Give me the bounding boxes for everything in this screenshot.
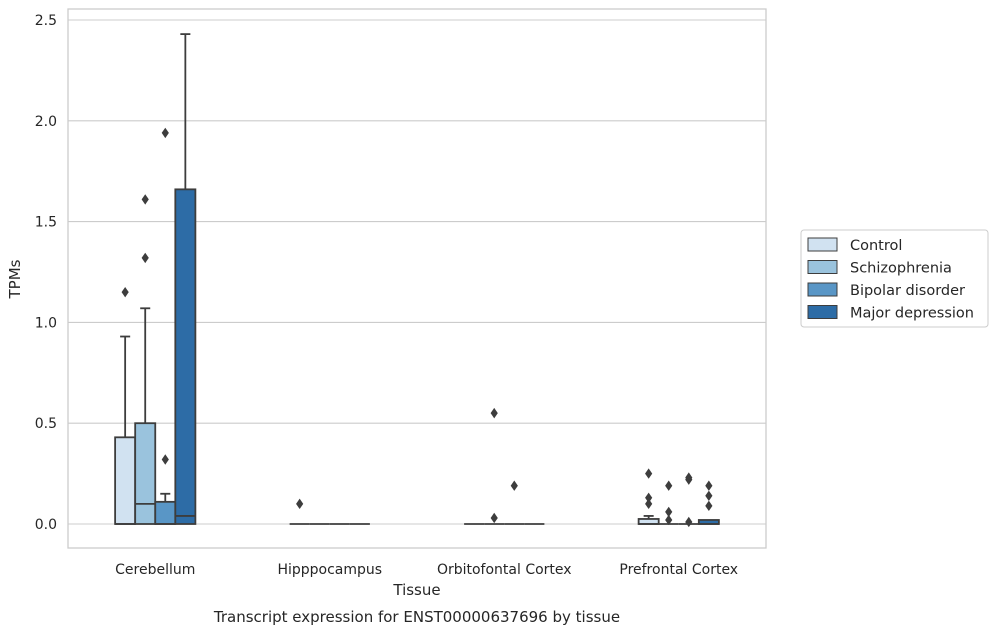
box-3-3 (697, 480, 720, 525)
outlier-point (665, 506, 673, 518)
outlier-point (121, 286, 129, 298)
box-3-1 (658, 480, 679, 526)
outlier-point (685, 516, 693, 528)
legend-label: Schizophrenia (850, 261, 952, 277)
outlier-point (685, 472, 693, 483)
legend-swatch (807, 260, 838, 274)
box-3-0 (637, 468, 660, 525)
chart-title: Transcript expression for ENST0000063769… (213, 608, 620, 626)
outlier-point (141, 194, 149, 205)
box-1-0 (289, 498, 310, 525)
y-axis-label: TPMs (6, 259, 24, 299)
outlier-point (705, 480, 713, 491)
outlier-point (705, 490, 713, 501)
outlier-point (665, 480, 673, 491)
outlier-point (645, 492, 653, 503)
x-tick-label: Orbitofontal Cortex (437, 562, 572, 578)
outlier-point (161, 127, 169, 139)
legend-swatch (807, 237, 838, 252)
outlier-point (161, 454, 169, 465)
y-tick-label: 1.0 (35, 315, 57, 331)
box-body (174, 188, 197, 525)
x-tick-label: Hipppocampus (277, 562, 382, 578)
y-tick-label: 2.5 (35, 13, 57, 29)
box-0-1 (134, 194, 157, 525)
box-body (114, 436, 137, 525)
box-0-2 (154, 127, 177, 525)
y-tick-label: 0.5 (35, 416, 57, 432)
y-tick-label: 0.0 (35, 517, 57, 533)
x-axis-label: Tissue (392, 581, 440, 599)
outlier-point (141, 252, 149, 264)
box-groups (114, 33, 720, 528)
plot-frame (67, 8, 767, 549)
x-tick-label: Cerebellum (115, 562, 195, 578)
box-0-0 (114, 286, 137, 525)
legend-label: Bipolar disorder (850, 283, 965, 299)
legend-label: Major depression (850, 306, 974, 322)
outlier-point (510, 480, 518, 491)
outlier-point (665, 514, 673, 526)
x-tick-labels: Cerebellum Hipppocampus Orbitofontal Corte… (115, 562, 738, 578)
box-body (154, 500, 177, 525)
x-tick-label: Prefrontal Cortex (619, 562, 738, 578)
outlier-point (645, 498, 653, 510)
outlier-point (490, 512, 498, 524)
box-0-3 (174, 33, 197, 525)
outlier-point (705, 500, 713, 512)
outlier-point (296, 498, 304, 510)
legend-frame (800, 229, 989, 328)
y-tick-label: 2.0 (35, 114, 57, 130)
outlier-point (645, 468, 653, 479)
y-tick-labels: 0.0 0.5 1.0 1.5 2.0 2.5 (35, 13, 57, 533)
box-2-2 (504, 480, 525, 525)
legend-swatch (807, 305, 838, 319)
outlier-point (490, 407, 498, 419)
y-tick-label: 1.5 (35, 215, 57, 231)
legend: Control Schizophrenia Bipolar disorder Majo… (800, 229, 989, 328)
box-3-2 (678, 472, 699, 528)
legend-label: Control (850, 238, 902, 254)
box-2-1 (484, 407, 505, 525)
legend-swatch (807, 282, 838, 297)
box-body (134, 422, 157, 525)
